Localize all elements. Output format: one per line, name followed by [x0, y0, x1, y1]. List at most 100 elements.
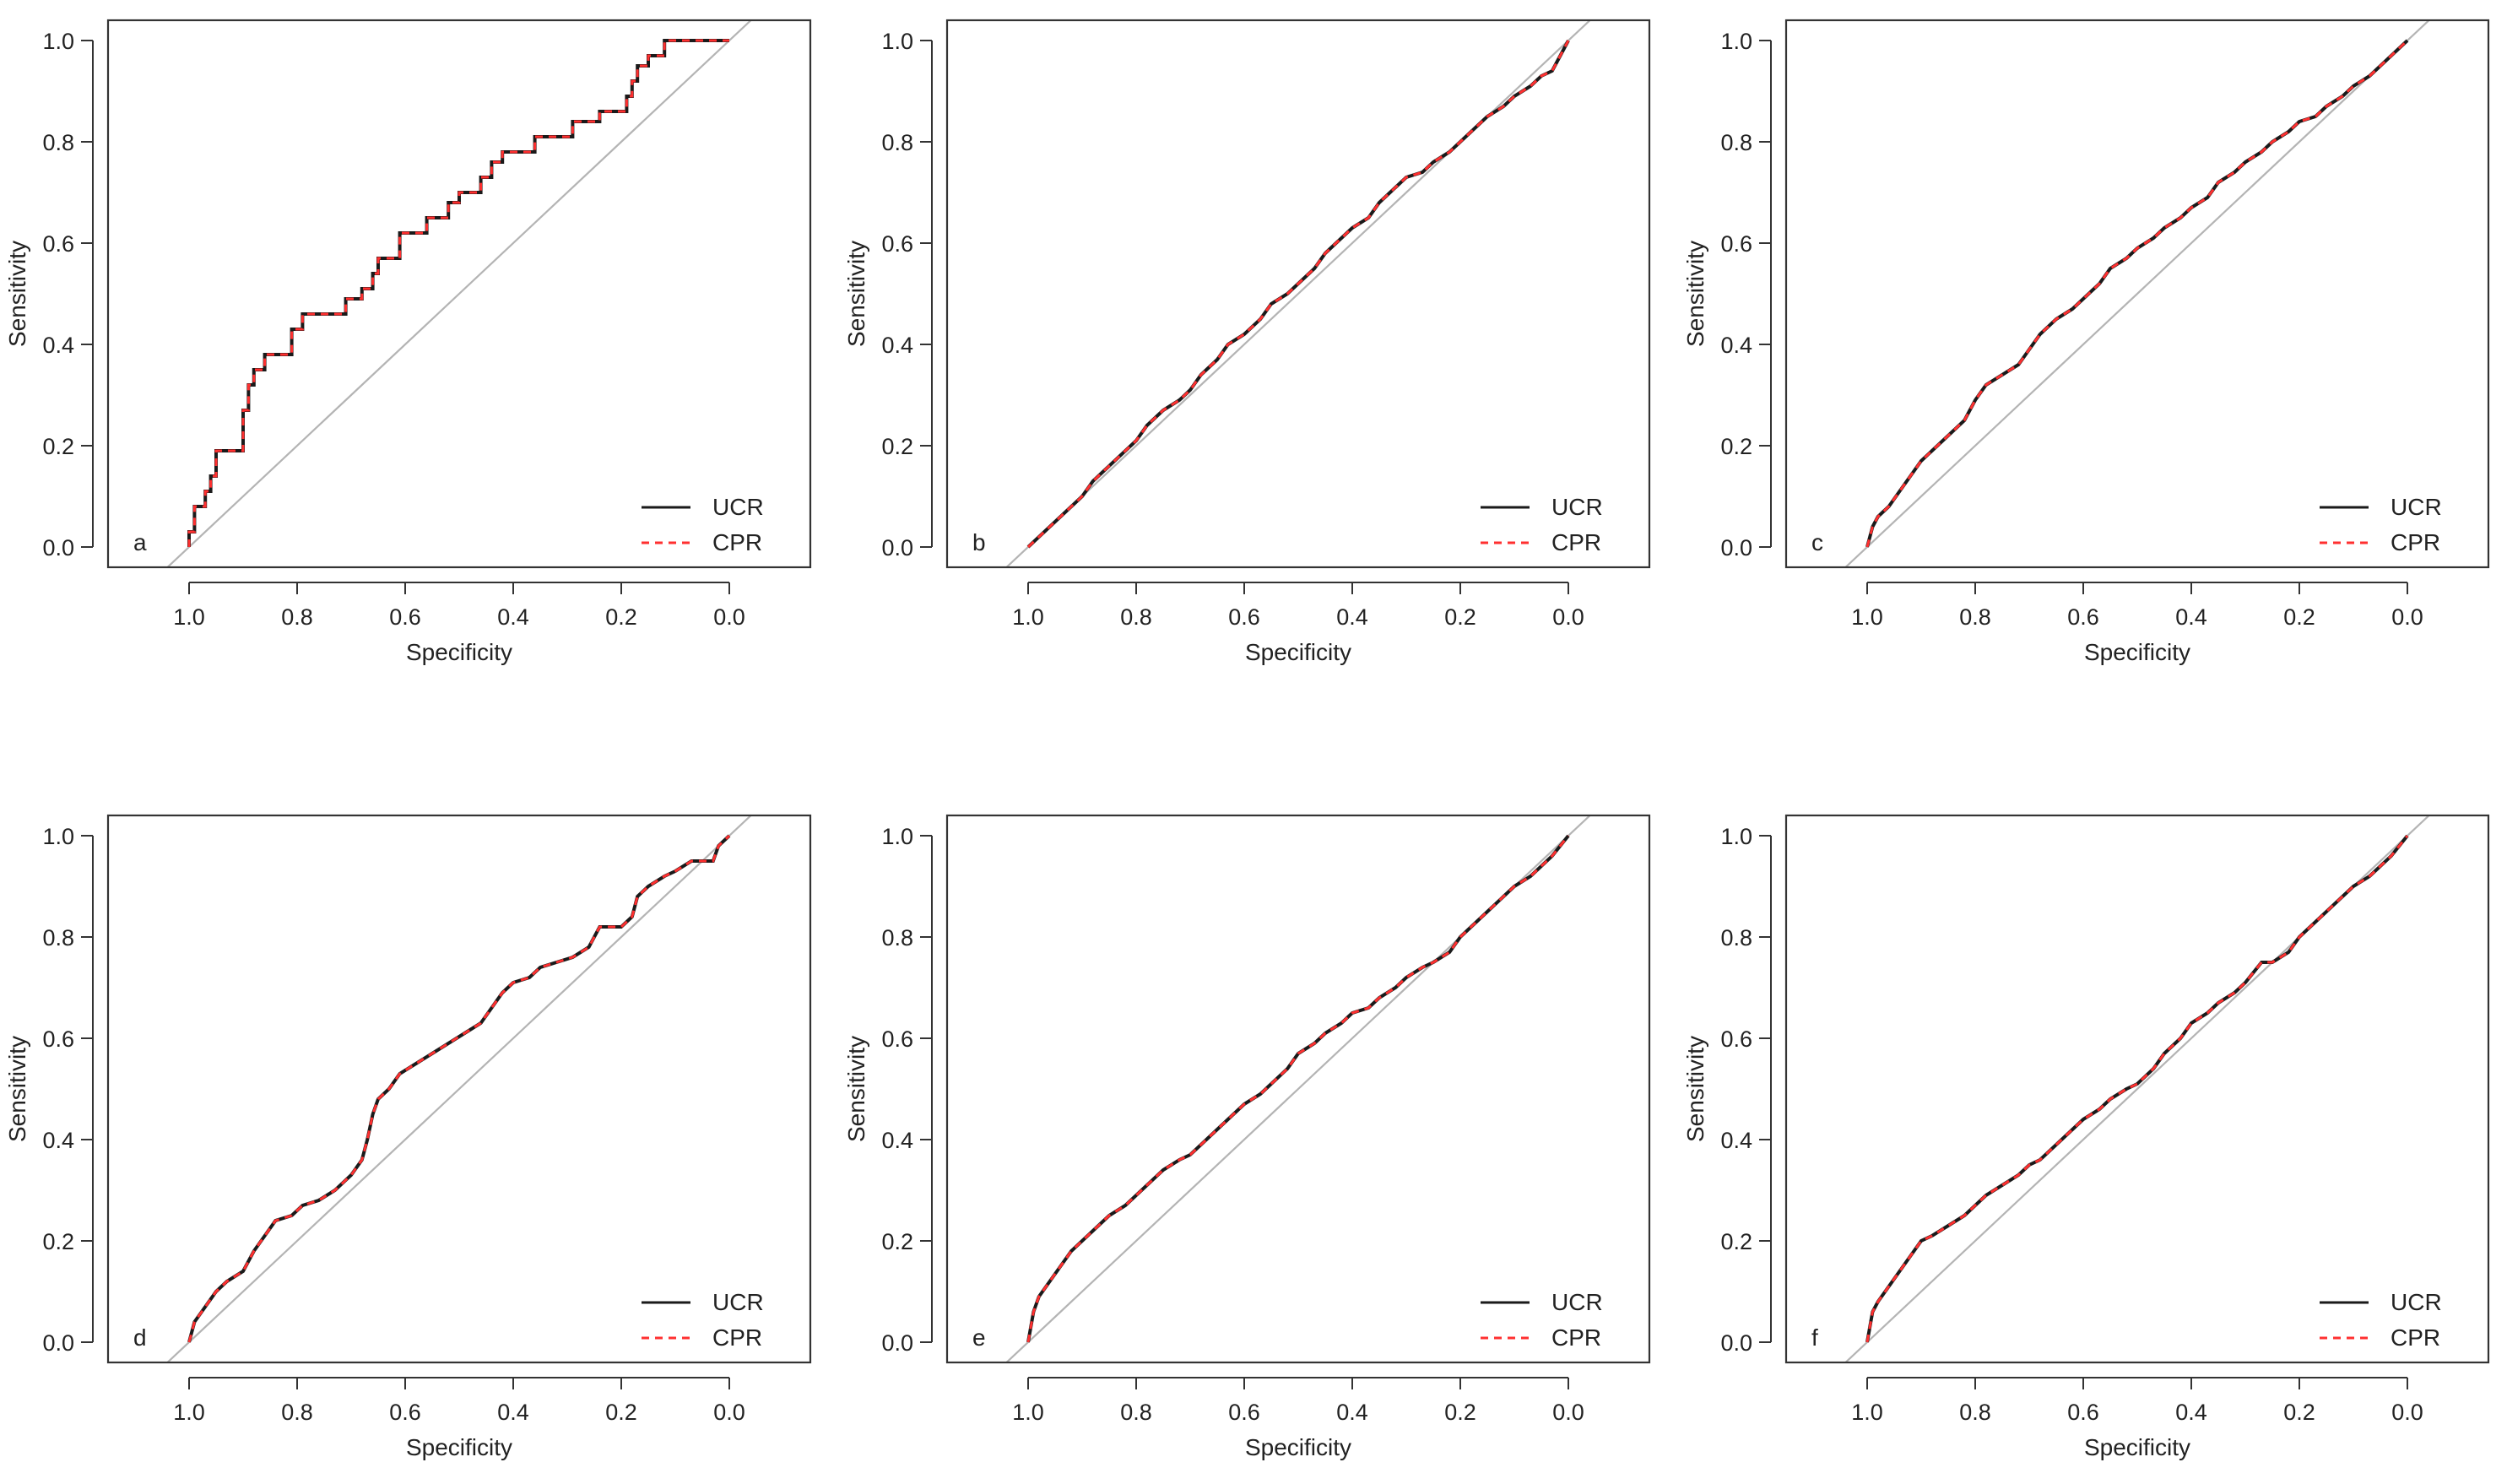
x-tick-label: 0.6 — [1228, 604, 1260, 630]
panel-label: d — [133, 1324, 147, 1351]
legend: UCR CPR — [1481, 1289, 1603, 1351]
plot-frame — [945, 814, 1651, 1364]
series-cpr-line — [1865, 835, 2409, 1343]
y-tick-label: 0.6 — [42, 231, 74, 257]
series-cpr-line — [187, 39, 729, 547]
y-tick-label: 1.0 — [1720, 824, 1752, 849]
x-tick-label: 0.2 — [605, 1400, 637, 1425]
x-tick-label: 0.4 — [497, 1400, 529, 1425]
plot-frame — [1784, 19, 2490, 569]
legend-label-cpr: CPR — [1551, 529, 1601, 555]
roc-panel-a: 1.0 0.8 0.6 0.4 0.2 0.0 0.0 0.2 0.4 0.6 0.8 1.0 Spec… — [4, 19, 812, 665]
x-tick-label: 0.6 — [2067, 1400, 2099, 1425]
diagonal-reference-line — [1844, 815, 2431, 1362]
plot-frame — [106, 19, 812, 569]
y-tick-label: 0.8 — [1720, 925, 1752, 951]
x-tick-label: 0.4 — [1336, 604, 1368, 630]
y-tick-label: 0.8 — [1720, 130, 1752, 155]
y-axis-title: Sensitivity — [843, 1036, 869, 1142]
legend-label-ucr: UCR — [2391, 494, 2442, 520]
legend: UCR CPR — [642, 494, 764, 555]
legend: UCR CPR — [1481, 494, 1603, 555]
x-tick-label: 0.6 — [1228, 1400, 1260, 1425]
roc-panel-b: 1.0 0.8 0.6 0.4 0.2 0.0 0.0 0.2 0.4 0.6 0.8 1.0 Spec… — [843, 19, 1651, 665]
legend: UCR CPR — [2320, 1289, 2442, 1351]
y-axis-title: Sensitivity — [4, 1036, 30, 1142]
x-tick-label: 0.8 — [1959, 1400, 1991, 1425]
legend-label-ucr: UCR — [1551, 1289, 1603, 1315]
x-tick-label: 1.0 — [1012, 1400, 1044, 1425]
legend-label-cpr: CPR — [1551, 1324, 1601, 1351]
x-tick-label: 0.8 — [281, 604, 313, 630]
diagonal-reference-line — [165, 815, 753, 1362]
plot-frame — [106, 814, 812, 1364]
y-tick-label: 0.2 — [1720, 1229, 1752, 1254]
y-tick-label: 0.4 — [1720, 1128, 1752, 1153]
x-tick-label: 0.4 — [2175, 1400, 2207, 1425]
diagonal-reference-line — [1004, 20, 1592, 567]
y-tick-label: 1.0 — [881, 824, 913, 849]
roc-panel-f: 1.0 0.8 0.6 0.4 0.2 0.0 0.0 0.2 0.4 0.6 0.8 1.0 Spec… — [1682, 814, 2490, 1460]
y-tick-label: 0.0 — [881, 1330, 913, 1356]
diagonal-reference-line — [1004, 815, 1592, 1362]
y-tick-label: 0.6 — [1720, 1026, 1752, 1052]
roc-panel-c: 1.0 0.8 0.6 0.4 0.2 0.0 0.0 0.2 0.4 0.6 0.8 1.0 Spec… — [1682, 19, 2490, 665]
legend: UCR CPR — [642, 1289, 764, 1351]
y-tick-label: 1.0 — [42, 824, 74, 849]
series-cpr-line — [1026, 40, 1570, 549]
x-tick-label: 0.8 — [1959, 604, 1991, 630]
y-tick-label: 0.8 — [881, 925, 913, 951]
x-tick-label: 0.0 — [2391, 1400, 2423, 1425]
y-axis-title: Sensitivity — [1682, 241, 1708, 347]
y-axis-title: Sensitivity — [4, 241, 30, 347]
x-tick-label: 0.2 — [605, 604, 637, 630]
x-tick-label: 0.8 — [1120, 604, 1152, 630]
panel-label: c — [1811, 529, 1823, 555]
series-cpr-line — [1026, 835, 1570, 1343]
y-tick-label: 1.0 — [1720, 29, 1752, 54]
y-tick-label: 0.2 — [42, 434, 74, 459]
x-tick-label: 0.2 — [1444, 604, 1476, 630]
y-tick-label: 0.4 — [1720, 333, 1752, 358]
y-axis-title: Sensitivity — [843, 241, 869, 347]
y-tick-label: 0.0 — [42, 1330, 74, 1356]
y-tick-label: 1.0 — [881, 29, 913, 54]
panel-label: b — [972, 529, 986, 555]
x-tick-label: 1.0 — [1851, 1400, 1883, 1425]
y-tick-label: 0.4 — [881, 333, 913, 358]
x-tick-label: 0.4 — [497, 604, 529, 630]
y-axis-title: Sensitivity — [1682, 1036, 1708, 1142]
x-tick-label: 1.0 — [173, 1400, 205, 1425]
x-axis-title: Specificity — [1245, 639, 1351, 665]
x-tick-label: 0.0 — [1552, 604, 1584, 630]
x-tick-label: 0.6 — [2067, 604, 2099, 630]
legend-label-ucr: UCR — [712, 494, 764, 520]
x-tick-label: 1.0 — [173, 604, 205, 630]
legend-label-ucr: UCR — [2391, 1289, 2442, 1315]
y-tick-label: 0.2 — [881, 434, 913, 459]
legend-label-cpr: CPR — [2391, 1324, 2440, 1351]
y-tick-label: 0.0 — [881, 535, 913, 561]
x-tick-label: 0.0 — [713, 1400, 745, 1425]
panel-label: e — [972, 1324, 986, 1351]
x-tick-label: 0.8 — [1120, 1400, 1152, 1425]
x-axis-title: Specificity — [406, 1434, 512, 1460]
y-tick-label: 0.0 — [1720, 1330, 1752, 1356]
diagonal-reference-line — [165, 20, 753, 567]
x-tick-label: 0.2 — [1444, 1400, 1476, 1425]
x-tick-label: 0.6 — [389, 1400, 421, 1425]
y-tick-label: 0.6 — [881, 231, 913, 257]
legend-label-cpr: CPR — [712, 1324, 762, 1351]
y-tick-label: 0.2 — [881, 1229, 913, 1254]
x-tick-label: 0.8 — [281, 1400, 313, 1425]
y-tick-label: 0.6 — [42, 1026, 74, 1052]
x-tick-label: 0.0 — [2391, 604, 2423, 630]
y-tick-label: 0.4 — [881, 1128, 913, 1153]
plot-frame — [945, 19, 1651, 569]
x-axis-title: Specificity — [2084, 1434, 2190, 1460]
x-axis-title: Specificity — [1245, 1434, 1351, 1460]
x-tick-label: 0.0 — [1552, 1400, 1584, 1425]
plot-frame — [1784, 814, 2490, 1364]
legend: UCR CPR — [2320, 494, 2442, 555]
